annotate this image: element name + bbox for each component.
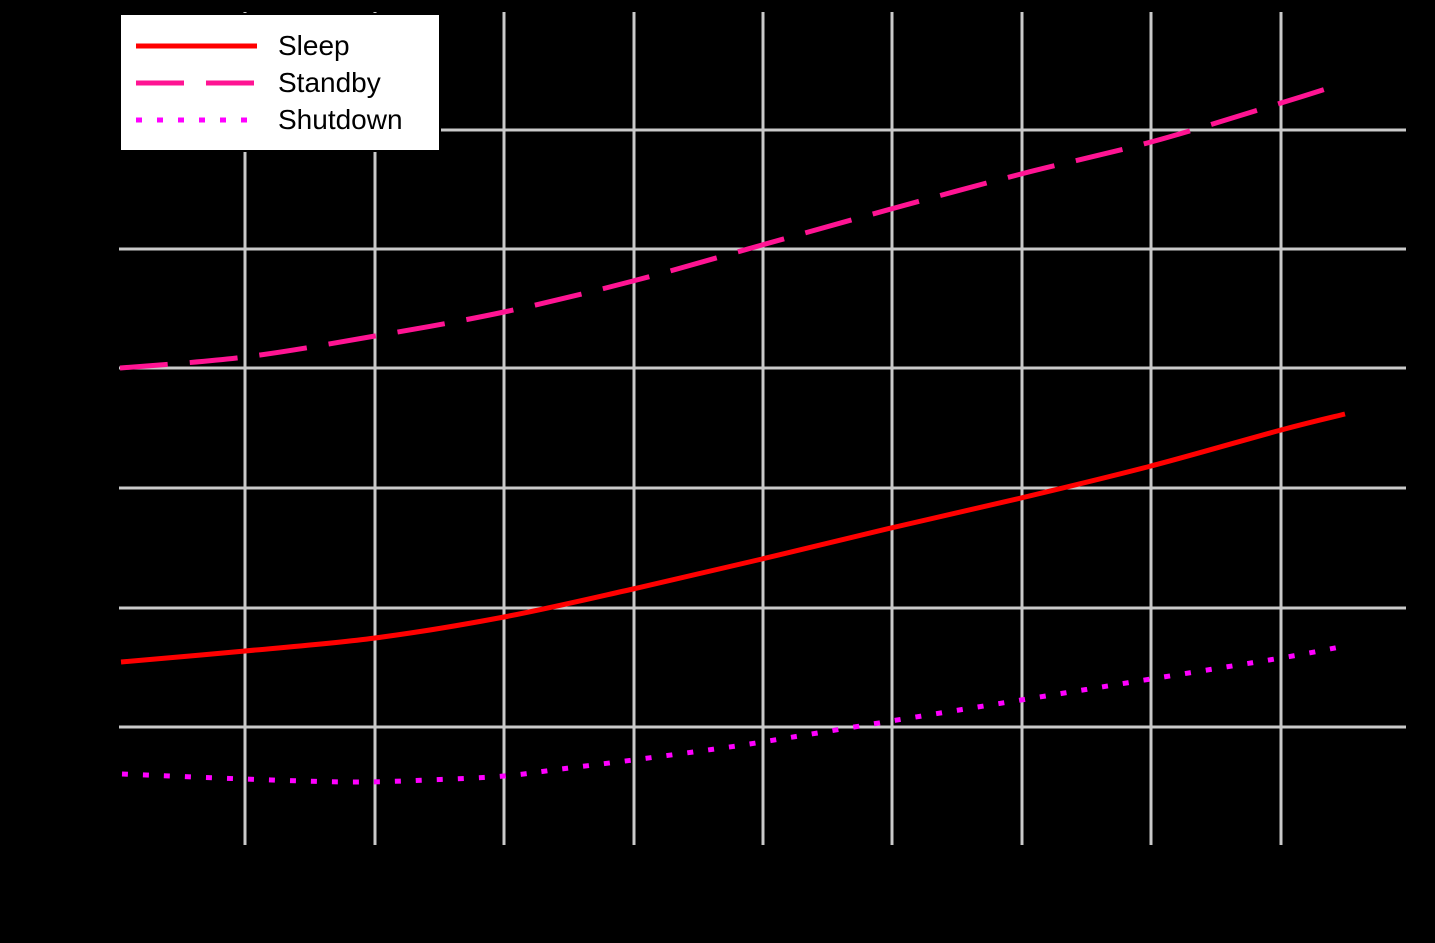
- legend-item-sleep: Sleep: [136, 29, 433, 61]
- legend-label-standby: Standby: [278, 66, 381, 98]
- legend: Sleep Standby Shutdown: [119, 13, 441, 152]
- legend-label-shutdown: Shutdown: [278, 103, 403, 135]
- standby-line-swatch: [136, 80, 257, 85]
- sleep-series-line: [120, 411, 1346, 665]
- legend-label-sleep: Sleep: [278, 29, 350, 61]
- shutdown-line-swatch: [136, 117, 257, 122]
- standby-series-line: [119, 84, 1333, 371]
- sleep-line-swatch: [136, 43, 257, 48]
- legend-item-shutdown: Shutdown: [136, 103, 433, 135]
- legend-item-standby: Standby: [136, 66, 433, 98]
- shutdown-series-line: [121, 644, 1341, 785]
